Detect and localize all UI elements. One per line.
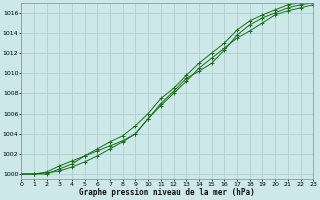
X-axis label: Graphe pression niveau de la mer (hPa): Graphe pression niveau de la mer (hPa) <box>79 188 255 197</box>
